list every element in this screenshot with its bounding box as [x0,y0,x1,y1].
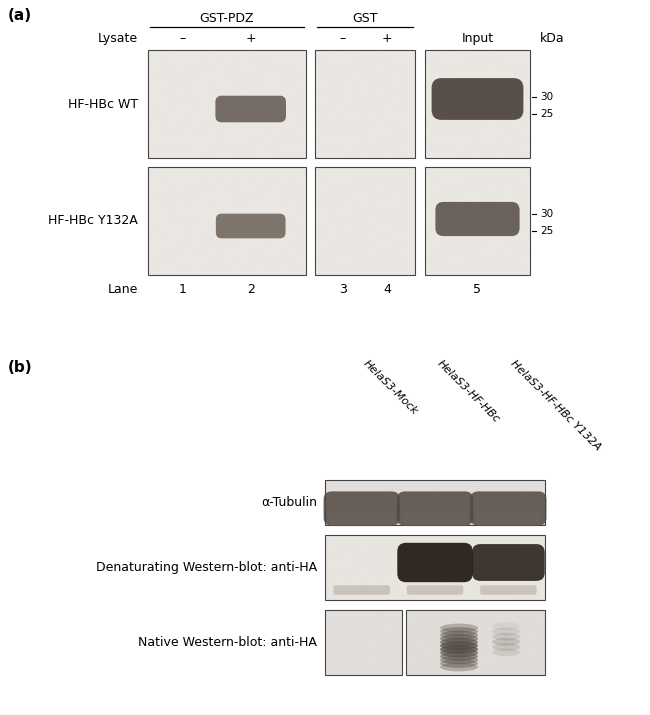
Text: 2: 2 [247,283,255,296]
Text: Input: Input [462,32,493,45]
FancyBboxPatch shape [324,491,400,526]
Text: Lane: Lane [108,283,138,296]
Text: Denaturating Western-blot: anti-HA: Denaturating Western-blot: anti-HA [96,561,317,574]
Ellipse shape [440,656,478,664]
Text: 4: 4 [383,283,391,296]
Text: HelaS3-HF-HBc: HelaS3-HF-HBc [435,358,501,424]
Text: HelaS3-Mock: HelaS3-Mock [361,358,420,416]
Text: –: – [179,32,186,45]
Ellipse shape [440,627,478,636]
FancyBboxPatch shape [215,96,286,122]
Text: (a): (a) [8,8,32,23]
Ellipse shape [440,638,478,646]
Text: –: – [340,32,346,45]
Text: Native Western-blot: anti-HA: Native Western-blot: anti-HA [138,636,317,649]
FancyBboxPatch shape [470,491,547,526]
Text: (b): (b) [8,360,32,375]
Text: 25: 25 [540,226,553,236]
FancyBboxPatch shape [480,586,537,595]
Ellipse shape [440,641,478,650]
Ellipse shape [440,631,478,639]
Text: GST: GST [352,12,378,25]
Text: 30: 30 [540,209,553,219]
Bar [325,610,402,675]
Ellipse shape [440,652,478,661]
Text: GST-PDZ: GST-PDZ [200,12,254,25]
Text: +: + [246,32,256,45]
Ellipse shape [492,644,520,651]
Text: HF-HBc WT: HF-HBc WT [68,97,138,111]
FancyBboxPatch shape [436,202,519,236]
Bar [425,167,530,275]
Bar [315,167,415,275]
FancyBboxPatch shape [397,543,473,582]
Text: α-Tubulin: α-Tubulin [261,496,317,509]
FancyBboxPatch shape [397,491,473,526]
Ellipse shape [440,634,478,643]
Ellipse shape [440,623,478,632]
Bar [406,610,545,675]
Ellipse shape [492,638,520,646]
FancyBboxPatch shape [216,214,285,238]
Text: HF-HBc Y132A: HF-HBc Y132A [48,214,138,227]
Ellipse shape [492,628,520,636]
FancyBboxPatch shape [407,586,463,595]
Ellipse shape [440,659,478,668]
Text: 1: 1 [179,283,187,296]
Ellipse shape [492,633,520,641]
Bar [325,535,545,600]
Text: 3: 3 [339,283,347,296]
Text: 25: 25 [540,109,553,119]
Ellipse shape [440,649,478,657]
Bar [315,50,415,158]
Bar [148,167,306,275]
FancyBboxPatch shape [333,586,390,595]
FancyBboxPatch shape [402,511,467,526]
Text: kDa: kDa [540,32,565,45]
Ellipse shape [492,649,520,656]
Text: HelaS3-HF-HBc Y132A: HelaS3-HF-HBc Y132A [508,358,603,452]
Ellipse shape [440,663,478,671]
Bar [325,480,545,525]
Text: 30: 30 [540,92,553,102]
FancyBboxPatch shape [329,511,395,526]
Ellipse shape [440,645,478,654]
Text: +: + [382,32,393,45]
FancyBboxPatch shape [472,544,545,581]
FancyBboxPatch shape [476,511,541,526]
Ellipse shape [492,622,520,630]
FancyBboxPatch shape [432,78,523,120]
Bar [425,50,530,158]
Bar [148,50,306,158]
Text: Lysate: Lysate [98,32,138,45]
Text: 5: 5 [473,283,482,296]
